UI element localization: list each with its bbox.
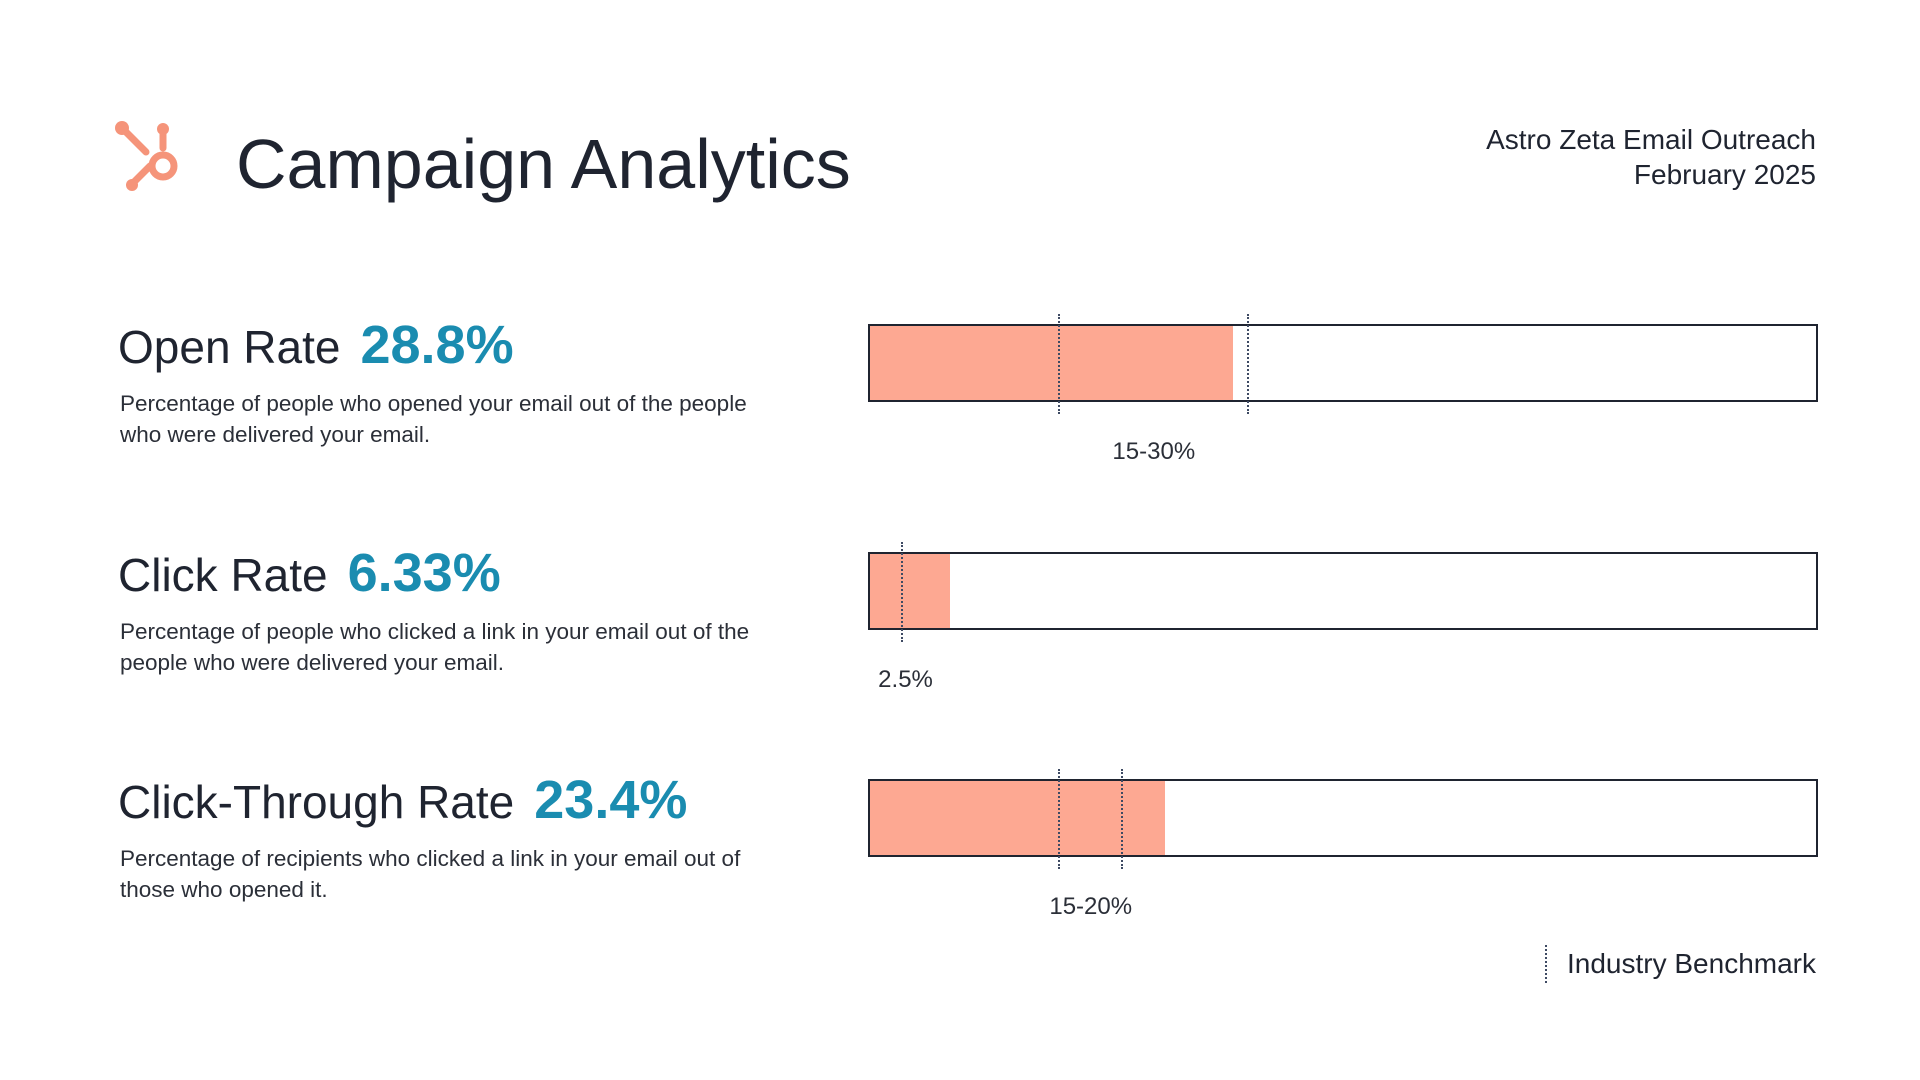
metric-value: 23.4% — [534, 770, 688, 830]
benchmark-legend-line-icon — [1545, 945, 1547, 983]
benchmark-label-open-rate: 15-30% — [1112, 438, 1196, 465]
metric-description: Percentage of people who clicked a link … — [120, 619, 750, 675]
hubspot-sprocket-icon — [115, 121, 178, 191]
metric-value: 6.33% — [347, 543, 501, 603]
metric-click-through-rate: Click-Through Rate 23.4% Percentage of re… — [118, 771, 778, 905]
page-title: Campaign Analytics — [236, 125, 851, 203]
bar-fill-click-through-rate — [870, 781, 1166, 855]
metric-name: Click Rate — [118, 549, 328, 601]
campaign-name: Astro Zeta Email Outreach — [1486, 124, 1816, 155]
campaign-date: February 2025 — [1633, 159, 1816, 190]
benchmark-label-click-through-rate: 15-20% — [1049, 893, 1133, 920]
benchmark-line — [900, 542, 903, 642]
bar-fill-open-rate — [870, 326, 1234, 400]
benchmark-line — [1058, 769, 1061, 869]
legend-label: Industry Benchmark — [1567, 948, 1816, 979]
metric-name: Click-Through Rate — [118, 776, 515, 828]
metric-name: Open Rate — [118, 321, 341, 373]
bar-fill-click-rate — [870, 554, 950, 628]
benchmark-line — [1121, 769, 1124, 869]
bar-track-click-through-rate — [868, 769, 1818, 869]
bar-track-click-rate — [868, 542, 1818, 642]
benchmark-line — [1058, 314, 1061, 414]
metric-open-rate: Open Rate 28.8% Percentage of people who … — [118, 316, 778, 450]
bar-track-open-rate — [868, 314, 1818, 414]
campaign-info: Astro Zeta Email Outreach February 2025 — [1486, 122, 1816, 192]
metric-value: 28.8% — [360, 315, 514, 375]
metric-description: Percentage of recipients who clicked a l… — [120, 846, 741, 902]
benchmark-label-click-rate: 2.5% — [878, 666, 933, 693]
metric-click-rate: Click Rate 6.33% Percentage of people who… — [118, 544, 778, 678]
legend: Industry Benchmark — [1545, 944, 1816, 984]
metric-description: Percentage of people who opened your ema… — [120, 391, 747, 447]
benchmark-line — [1247, 314, 1250, 414]
